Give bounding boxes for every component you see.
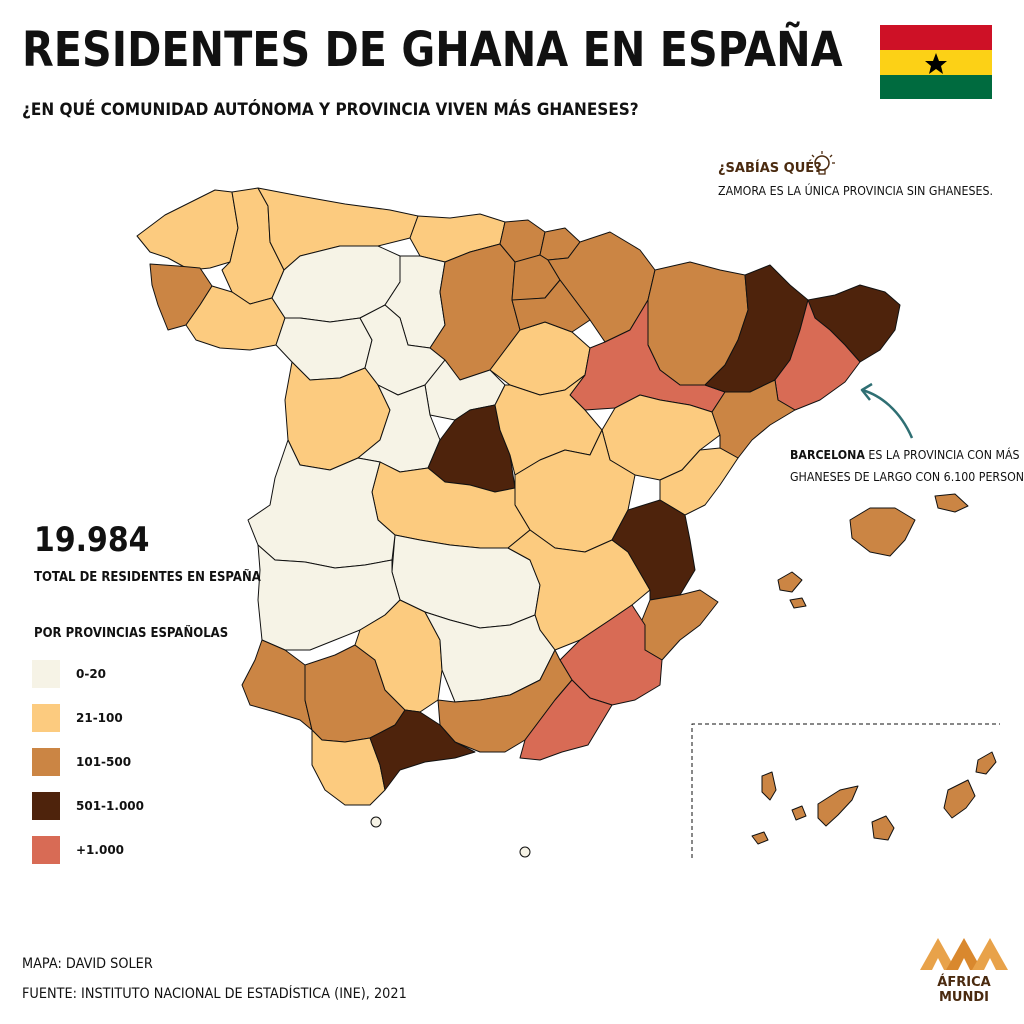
total-residents-label: TOTAL DE RESIDENTES EN ESPAÑA <box>34 570 261 585</box>
region-la-palma <box>761 771 777 801</box>
legend-swatch <box>32 660 60 688</box>
page-subtitle: ¿EN QUÉ COMUNIDAD AUTÓNOMA Y PROVINCIA V… <box>22 100 639 120</box>
legend-label: 101-500 <box>76 755 132 769</box>
region-barcelona <box>774 299 861 411</box>
callout-bold: BARCELONA <box>790 448 865 462</box>
africa-mundi-logo-icon <box>920 938 1008 970</box>
total-residents-value: 19.984 <box>34 520 150 560</box>
region-guadalajara <box>494 374 603 476</box>
callout-arrow <box>861 388 914 439</box>
legend-swatch <box>32 792 60 820</box>
region-formentera <box>789 597 807 609</box>
region-la-gomera <box>791 805 807 821</box>
callout-arrow-head <box>860 382 873 401</box>
region-menorca <box>934 493 969 513</box>
data-source: FUENTE: INSTITUTO NACIONAL DE ESTADÍSTIC… <box>22 986 407 1002</box>
callout-line2: GHANESES DE LARGO CON 6.100 PERSONAS. <box>790 470 1024 484</box>
region-el-hierro <box>751 831 769 845</box>
region-melilla <box>519 846 531 858</box>
callout-line1: ES LA PROVINCIA CON MÁS <box>864 448 1020 462</box>
region-lanzarote <box>975 751 997 775</box>
region-ourense <box>185 285 286 351</box>
legend-label: 0-20 <box>76 667 107 681</box>
region-fuerteventura <box>943 779 976 819</box>
region-tarragona <box>711 379 796 459</box>
barcelona-callout: BARCELONA ES LA PROVINCIA CON MÁS GHANES… <box>790 444 1024 488</box>
logo-line2: MUNDI <box>938 990 989 1005</box>
fact-text: ZAMORA ES LA ÚNICA PROVINCIA SIN GHANESE… <box>718 184 994 198</box>
region-mallorca <box>849 507 916 557</box>
region-la-rioja <box>511 279 591 333</box>
legend-swatch <box>32 836 60 864</box>
region-almeria <box>519 679 613 761</box>
legend-label: 501-1.000 <box>76 799 144 813</box>
legend-swatch <box>32 748 60 776</box>
canarias-inset-border <box>691 723 1000 858</box>
region-gran-canaria <box>871 815 895 841</box>
legend-title: POR PROVINCIAS ESPAÑOLAS <box>34 626 229 641</box>
legend-swatch <box>32 704 60 732</box>
region-a-coruna <box>136 189 239 271</box>
region-tenerife <box>817 785 859 827</box>
page-title: RESIDENTES DE GHANA EN ESPAÑA <box>22 22 843 78</box>
region-ceuta <box>370 816 382 828</box>
region-castellon <box>659 447 739 516</box>
legend-label: 21-100 <box>76 711 123 725</box>
lightbulb-icon <box>809 151 835 175</box>
fact-title: ¿SABÍAS QUÉ? <box>718 161 822 176</box>
logo-text: ÁFRICA MUNDI <box>916 975 1012 1005</box>
region-malaga <box>369 709 476 791</box>
region-huelva <box>241 639 313 731</box>
region-alicante <box>639 589 719 661</box>
legend-label: +1.000 <box>76 843 125 857</box>
region-ibiza <box>777 571 803 593</box>
logo-line1: ÁFRICA <box>937 975 991 990</box>
ghana-flag-icon <box>880 25 992 99</box>
map-credit: MAPA: DAVID SOLER <box>22 956 153 972</box>
